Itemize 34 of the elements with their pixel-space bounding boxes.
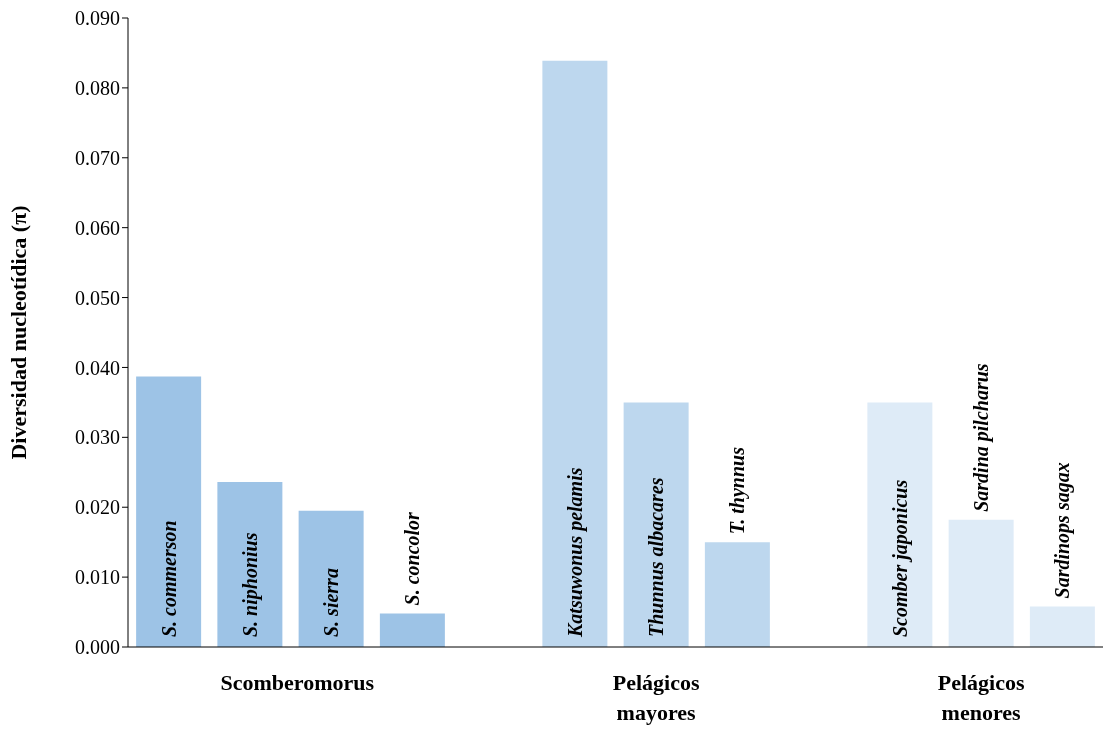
text: Pelágicos mayores bbox=[611, 669, 701, 727]
y-tick-label: 0.060 bbox=[75, 216, 120, 239]
bar bbox=[217, 482, 283, 647]
bar bbox=[379, 613, 445, 647]
x-tick-label: S. niphonius bbox=[238, 532, 262, 637]
x-tick-label: S. commerson bbox=[157, 520, 180, 637]
x-tick-label: Sardinops sagax bbox=[1051, 462, 1075, 599]
x-tick-label: S. sierra bbox=[320, 568, 343, 637]
bar bbox=[704, 542, 770, 647]
y-tick-label: 0.050 bbox=[75, 286, 120, 309]
y-tick-label: 0.070 bbox=[75, 146, 120, 169]
text: Scomberomorus bbox=[220, 669, 375, 697]
x-tick-label: Scomber japonicus bbox=[888, 479, 912, 637]
x-tick-label: Sardina pilcharus bbox=[970, 363, 994, 512]
y-tick-label: 0.090 bbox=[75, 7, 120, 30]
x-tick-label: T. thynnus bbox=[726, 446, 750, 535]
y-tick-label: 0.000 bbox=[75, 636, 120, 659]
x-tick-label: S. concolor bbox=[401, 511, 424, 606]
y-tick-label: 0.010 bbox=[75, 566, 120, 589]
bar bbox=[948, 519, 1014, 647]
y-tick-label: 0.080 bbox=[75, 76, 120, 99]
bar bbox=[542, 60, 608, 647]
bar bbox=[867, 402, 933, 647]
x-tick-label: Katsuwonus pelamis bbox=[563, 467, 587, 638]
bar bbox=[298, 510, 364, 647]
text: Pelágicos menores bbox=[936, 669, 1026, 727]
y-tick-label: 0.030 bbox=[75, 426, 120, 449]
bar bbox=[623, 402, 689, 647]
bar bbox=[136, 376, 202, 647]
y-tick-label: 0.020 bbox=[75, 496, 120, 519]
y-axis-title: Diversidad nucleotídica (π) bbox=[5, 205, 31, 460]
y-tick-label: 0.040 bbox=[75, 356, 120, 379]
x-tick-label: Thunnus albacares bbox=[645, 477, 668, 637]
bar bbox=[1029, 606, 1095, 647]
